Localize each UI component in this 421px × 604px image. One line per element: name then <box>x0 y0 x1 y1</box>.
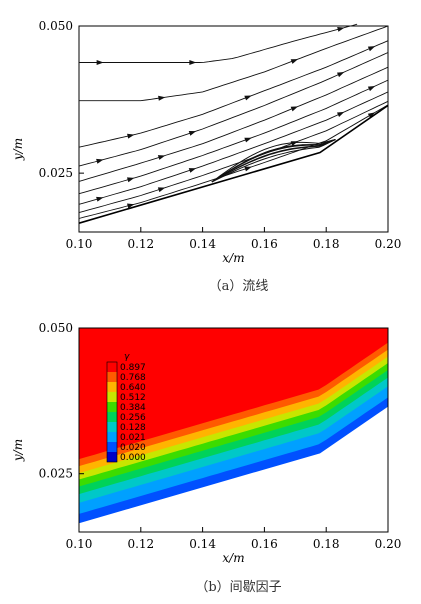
streamline <box>78 91 389 205</box>
intermittency-plot-frame <box>78 327 389 533</box>
streamline <box>78 52 389 167</box>
wall-line <box>78 104 389 224</box>
streamline <box>79 25 389 102</box>
streamline-arrow <box>244 137 252 143</box>
wall-boundary <box>78 104 389 224</box>
intermittency-y-axis-label: y/m <box>11 439 25 462</box>
legend-level-label: 0.768 <box>120 373 146 383</box>
legend-title: γ <box>124 352 130 362</box>
intermittency-x-tick-label: 0.10 <box>66 537 93 551</box>
streamline-plot-frame <box>78 25 389 233</box>
streamline-x-axis-label: x/m <box>222 251 244 265</box>
legend-swatch <box>107 442 117 452</box>
recirculation-streamline <box>211 139 336 183</box>
legend-swatch <box>107 412 117 422</box>
intermittency-y-tick-label: 0.025 <box>39 467 73 481</box>
legend-swatch <box>107 432 117 442</box>
streamline-arrow <box>244 95 252 101</box>
legend-level-label: 0.384 <box>120 403 146 413</box>
intermittency-caption: （b）间歇因子 <box>195 580 281 595</box>
legend-level-label: 0.897 <box>120 363 146 373</box>
streamline-y-tick-label: 0.025 <box>39 166 73 180</box>
intermittency-legend: γ0.8970.7680.6400.5120.3840.2560.1280.02… <box>106 352 146 463</box>
legend-swatch <box>107 362 117 372</box>
recirculation-streamline <box>211 139 336 183</box>
streamline-x-tick-label: 0.20 <box>375 237 402 251</box>
legend-level-label: 0.640 <box>120 383 146 393</box>
wall-solid <box>79 406 388 532</box>
streamline-x-tick-label: 0.16 <box>251 237 278 251</box>
legend-level-label: 0.256 <box>120 413 146 423</box>
streamline-arrow <box>127 133 135 139</box>
streamline-arrow <box>367 85 376 92</box>
streamline-arrow <box>157 187 166 193</box>
intermittency-wall-mask <box>79 406 388 532</box>
streamline-x-tick-label: 0.10 <box>66 237 93 251</box>
streamline <box>78 100 389 214</box>
streamline <box>78 40 389 148</box>
streamline-panel: 0.10 0.12 0.14 0.16 0.18 0.20 0.025 0.050 x/m y… <box>11 19 401 294</box>
streamline-arrow <box>367 46 376 52</box>
intermittency-x-tick-label: 0.20 <box>375 537 402 551</box>
streamline-arrow <box>244 166 252 172</box>
streamline-series-group <box>78 23 389 219</box>
intermittency-axis-ticks: 0.10 0.12 0.14 0.16 0.18 0.20 0.025 0.050 <box>39 321 402 551</box>
streamline-arrow <box>337 26 345 32</box>
intermittency-x-tick-label: 0.14 <box>189 537 216 551</box>
legend-level-label: 0.020 <box>120 443 146 453</box>
legend-level-label: 0.000 <box>120 453 146 463</box>
streamline-y-tick-label: 0.050 <box>39 19 73 33</box>
legend-colorbar-outline <box>106 361 118 463</box>
streamline-arrow <box>189 59 197 65</box>
intermittency-x-axis-label: x/m <box>222 551 244 565</box>
recirculation-streamline <box>211 139 336 183</box>
streamline-x-tick-label: 0.18 <box>313 237 340 251</box>
intermittency-y-tick-label: 0.050 <box>39 321 73 335</box>
legend-swatch <box>107 382 117 392</box>
streamline-arrow <box>157 155 166 160</box>
streamline-arrow <box>96 59 104 65</box>
streamline-arrow <box>96 196 104 202</box>
legend-swatch <box>107 422 117 432</box>
streamline-arrow <box>188 130 197 136</box>
streamline-caption: （a）流线 <box>209 279 269 294</box>
streamline-x-tick-label: 0.12 <box>127 237 154 251</box>
legend-swatch <box>107 392 117 402</box>
intermittency-x-tick-label: 0.12 <box>127 537 154 551</box>
streamline-arrow <box>127 203 135 209</box>
streamline-arrow <box>336 72 345 78</box>
legend-level-label: 0.128 <box>120 423 146 433</box>
streamline-arrow <box>290 59 299 64</box>
streamline-axis-ticks: 0.10 0.12 0.14 0.16 0.18 0.20 0.025 0.050 <box>39 19 402 251</box>
legend-swatch <box>107 402 117 412</box>
legend-level-label: 0.512 <box>120 393 146 403</box>
streamline-x-tick-label: 0.14 <box>189 237 216 251</box>
streamline-arrow <box>290 106 299 112</box>
intermittency-x-tick-label: 0.18 <box>313 537 340 551</box>
streamline <box>78 104 389 219</box>
streamline-arrow <box>126 177 135 183</box>
legend-swatch <box>107 372 117 382</box>
legend-level-label: 0.021 <box>120 433 146 443</box>
streamline-arrow <box>96 158 104 164</box>
intermittency-panel: γ0.8970.7680.6400.5120.3840.2560.1280.02… <box>11 321 401 595</box>
intermittency-x-tick-label: 0.16 <box>251 537 278 551</box>
streamline-arrow <box>336 111 345 118</box>
streamline <box>79 23 358 63</box>
streamline-arrow <box>367 112 376 119</box>
streamline-y-axis-label: y/m <box>11 138 25 161</box>
streamline-arrow <box>188 168 197 173</box>
legend-swatch <box>107 452 117 462</box>
streamline-arrow <box>158 95 166 101</box>
recirculation-streamline <box>211 139 336 183</box>
streamline <box>78 66 389 182</box>
